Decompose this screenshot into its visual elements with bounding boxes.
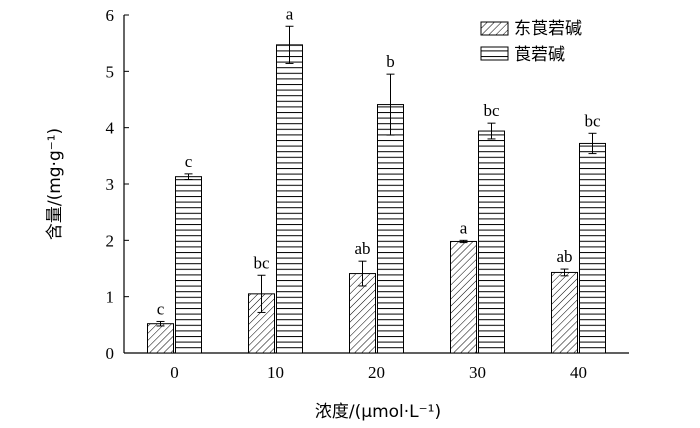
legend-label-series-1: 东莨菪碱	[514, 19, 582, 39]
x-axis-ticks: 0 10 20 30 40	[170, 363, 587, 382]
y-tick-label: 6	[106, 6, 115, 25]
significance-letter: b	[386, 52, 395, 71]
x-tick-label: 10	[267, 363, 284, 382]
bar-series-2	[276, 44, 303, 354]
y-tick-label: 4	[106, 119, 115, 138]
x-tick-label: 20	[368, 363, 385, 382]
bars: c c bc a ab b a bc ab bc	[147, 4, 606, 354]
significance-letter: bc	[584, 111, 601, 130]
bar-series-2	[579, 142, 606, 354]
bar-series-1	[551, 271, 578, 354]
bar-series-2	[377, 104, 404, 354]
bar-series-1	[147, 323, 174, 354]
x-axis-label: 浓度/(μmol·L⁻¹)	[315, 402, 441, 422]
y-tick-label: 1	[106, 288, 115, 307]
significance-letter: ab	[556, 247, 572, 266]
legend-label-series-2: 莨菪碱	[514, 45, 565, 65]
legend-swatch-series-2	[480, 46, 509, 61]
x-tick-label: 0	[170, 363, 179, 382]
y-tick-label: 0	[106, 344, 115, 363]
significance-letter: bc	[253, 253, 270, 272]
bar-series-2	[175, 176, 202, 354]
x-tick-label: 40	[570, 363, 587, 382]
significance-letter: a	[460, 218, 468, 237]
y-axis-ticks: 0 1 2 3 4 5 6	[106, 6, 129, 363]
significance-letter: c	[157, 299, 165, 318]
significance-letter: ab	[354, 239, 370, 258]
bar-series-2	[478, 130, 505, 354]
significance-letter: c	[185, 152, 193, 171]
significance-letter: a	[286, 4, 294, 23]
y-axis-label: 含量/(mg·g⁻¹)	[45, 128, 65, 240]
bar-series-1	[450, 240, 477, 354]
legend: 东莨菪碱 莨菪碱	[480, 19, 582, 65]
y-tick-label: 2	[106, 231, 115, 250]
y-tick-label: 5	[106, 62, 115, 81]
y-tick-label: 3	[106, 175, 115, 194]
significance-letter: bc	[483, 101, 500, 120]
x-tick-label: 30	[469, 363, 486, 382]
legend-swatch-series-1	[480, 21, 509, 36]
